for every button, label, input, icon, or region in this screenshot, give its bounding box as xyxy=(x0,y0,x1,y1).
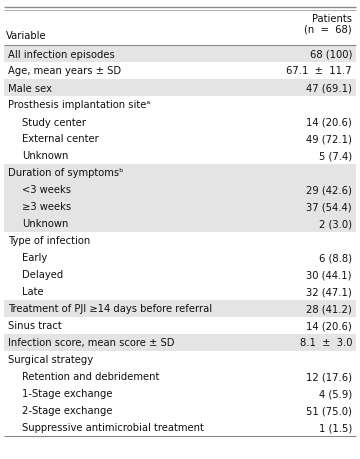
Bar xyxy=(4,216,356,233)
Text: 30 (44.1): 30 (44.1) xyxy=(306,270,352,280)
Text: Delayed: Delayed xyxy=(22,270,63,280)
Text: 4 (5.9): 4 (5.9) xyxy=(319,389,352,398)
Text: Patients: Patients xyxy=(312,14,352,24)
Text: 1 (1.5): 1 (1.5) xyxy=(319,423,352,432)
Text: 28 (41.2): 28 (41.2) xyxy=(306,304,352,314)
Text: <3 weeks: <3 weeks xyxy=(22,185,71,195)
Text: Sinus tract: Sinus tract xyxy=(8,321,62,331)
Text: Type of infection: Type of infection xyxy=(8,236,90,246)
Bar xyxy=(4,334,356,351)
Text: 29 (42.6): 29 (42.6) xyxy=(306,185,352,195)
Text: 5 (7.4): 5 (7.4) xyxy=(319,151,352,161)
Text: 14 (20.6): 14 (20.6) xyxy=(306,321,352,331)
Bar xyxy=(4,182,356,199)
Text: 68 (100): 68 (100) xyxy=(310,50,352,59)
Text: Early: Early xyxy=(22,253,47,263)
Text: Study center: Study center xyxy=(22,117,86,127)
Text: Unknown: Unknown xyxy=(22,151,68,161)
Text: Variable: Variable xyxy=(6,31,47,41)
Text: Prosthesis implantation siteᵃ: Prosthesis implantation siteᵃ xyxy=(8,100,150,110)
Text: Retention and debridement: Retention and debridement xyxy=(22,372,159,382)
Text: Late: Late xyxy=(22,287,44,297)
Text: 14 (20.6): 14 (20.6) xyxy=(306,117,352,127)
Bar xyxy=(4,199,356,216)
Text: Age, mean years ± SD: Age, mean years ± SD xyxy=(8,67,121,76)
Text: 49 (72.1): 49 (72.1) xyxy=(306,134,352,144)
Text: External center: External center xyxy=(22,134,99,144)
Text: All infection episodes: All infection episodes xyxy=(8,50,115,59)
Text: 8.1  ±  3.0: 8.1 ± 3.0 xyxy=(300,338,352,348)
Bar xyxy=(4,300,356,317)
Text: Treatment of PJI ≥14 days before referral: Treatment of PJI ≥14 days before referra… xyxy=(8,304,212,314)
Bar xyxy=(4,46,356,63)
Text: Surgical strategy: Surgical strategy xyxy=(8,355,93,365)
Bar xyxy=(4,80,356,97)
Text: Suppressive antimicrobial treatment: Suppressive antimicrobial treatment xyxy=(22,423,204,432)
Text: 32 (47.1): 32 (47.1) xyxy=(306,287,352,297)
Text: 47 (69.1): 47 (69.1) xyxy=(306,84,352,93)
Bar xyxy=(4,165,356,182)
Text: (n  =  68): (n = 68) xyxy=(304,25,352,35)
Text: Infection score, mean score ± SD: Infection score, mean score ± SD xyxy=(8,338,175,348)
Text: 67.1  ±  11.7: 67.1 ± 11.7 xyxy=(286,67,352,76)
Text: 2 (3.0): 2 (3.0) xyxy=(319,219,352,229)
Text: Duration of symptomsᵇ: Duration of symptomsᵇ xyxy=(8,168,123,178)
Text: ≥3 weeks: ≥3 weeks xyxy=(22,202,71,212)
Text: 37 (54.4): 37 (54.4) xyxy=(306,202,352,212)
Text: Unknown: Unknown xyxy=(22,219,68,229)
Text: Male sex: Male sex xyxy=(8,84,52,93)
Text: 12 (17.6): 12 (17.6) xyxy=(306,372,352,382)
Text: 51 (75.0): 51 (75.0) xyxy=(306,406,352,415)
Text: 6 (8.8): 6 (8.8) xyxy=(319,253,352,263)
Text: 1-Stage exchange: 1-Stage exchange xyxy=(22,389,112,398)
Text: 2-Stage exchange: 2-Stage exchange xyxy=(22,406,112,415)
